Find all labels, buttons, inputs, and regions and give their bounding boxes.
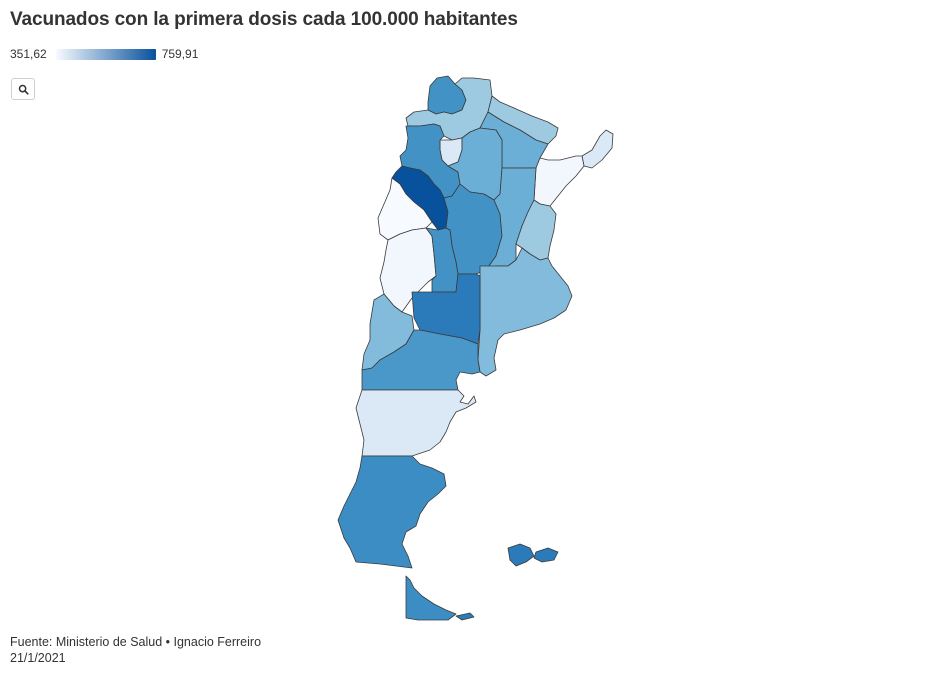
province-rio-negro[interactable] xyxy=(361,329,481,391)
province-santa-cruz[interactable] xyxy=(337,455,447,569)
province-misiones[interactable] xyxy=(581,129,614,169)
legend-min-label: 351,62 xyxy=(10,47,47,61)
malvinas-islands xyxy=(455,543,559,621)
province-chubut[interactable] xyxy=(355,389,477,457)
province-corrientes[interactable] xyxy=(533,155,585,207)
province-tierra-del-fuego[interactable] xyxy=(405,575,457,621)
publication-date: 21/1/2021 xyxy=(10,651,66,665)
footer: Fuente: Ministerio de Salud • Ignacio Fe… xyxy=(10,634,261,666)
legend-max-label: 759,91 xyxy=(161,47,199,61)
source-credit: Fuente: Ministerio de Salud • Ignacio Fe… xyxy=(10,635,262,649)
map-title: Vacunados con la primera dosis cada 100.… xyxy=(10,9,518,30)
province-mendoza[interactable] xyxy=(379,227,437,313)
zoom-search-button[interactable] xyxy=(11,78,35,100)
search-icon xyxy=(18,84,29,95)
province-buenos-aires[interactable] xyxy=(477,247,573,377)
color-legend: 351,62 759,91 xyxy=(10,46,198,62)
legend-gradient-bar xyxy=(55,48,156,60)
province-entre-rios[interactable] xyxy=(515,199,557,261)
